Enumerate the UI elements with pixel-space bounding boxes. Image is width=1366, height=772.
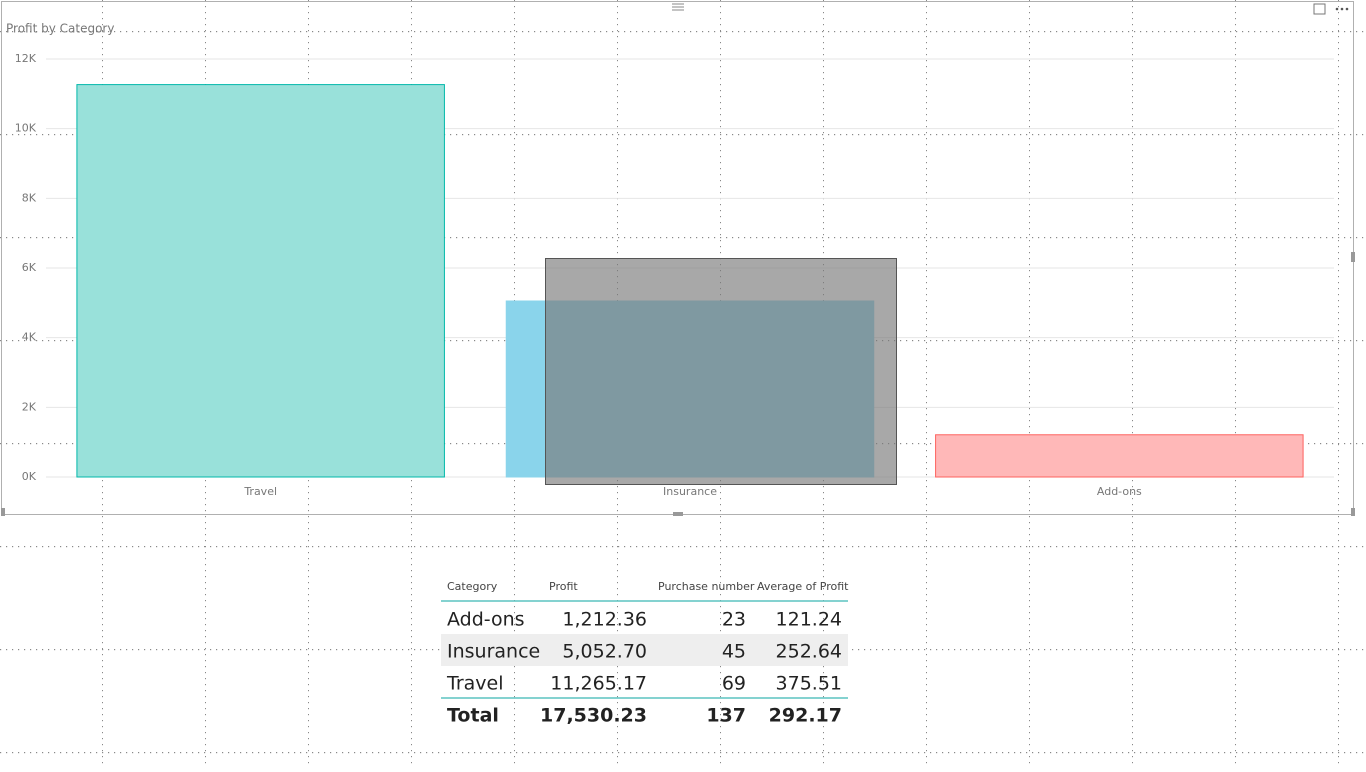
- more-options-icon[interactable]: [1345, 7, 1349, 11]
- column-header: Purchase number: [658, 580, 755, 593]
- table-cell: Travel: [446, 673, 503, 695]
- table-cell: 45: [722, 641, 746, 663]
- table-cell: 121.24: [776, 609, 842, 631]
- table-cell: 1,212.36: [562, 609, 647, 631]
- table-cell: Add-ons: [447, 609, 525, 631]
- table-cell: 11,265.17: [550, 673, 647, 695]
- x-tick-label: Add-ons: [1097, 485, 1142, 498]
- total-cell: 17,530.23: [540, 705, 647, 727]
- bar: [935, 434, 1304, 478]
- y-tick-label: 4K: [22, 331, 37, 344]
- table-cell: 375.51: [776, 673, 842, 695]
- bar: [76, 84, 445, 478]
- resize-handle[interactable]: [1351, 508, 1355, 516]
- column-header: Profit: [549, 580, 578, 593]
- total-cell: 137: [706, 705, 746, 727]
- table-visual: Category Profit Purchase number Average of …: [441, 580, 849, 727]
- y-tick-label: 10K: [15, 122, 37, 135]
- y-tick-label: 0K: [22, 470, 37, 483]
- more-options-icon[interactable]: [1335, 7, 1339, 11]
- resize-handle[interactable]: [673, 512, 683, 516]
- plot-area: 0K 2K 4K 6K 8K 10K 12K Travel Insurance Add-ons: [15, 52, 1334, 498]
- total-cell: Total: [447, 705, 499, 727]
- row-band: [441, 634, 848, 666]
- more-options-icon[interactable]: [1340, 7, 1344, 11]
- y-tick-label: 12K: [15, 52, 37, 65]
- y-tick-label: 2K: [22, 400, 37, 413]
- focus-mode-icon[interactable]: [1313, 3, 1326, 15]
- visual-header: [1, 3, 1355, 516]
- y-tick-label: 8K: [22, 191, 37, 204]
- table-cell: 252.64: [776, 641, 842, 663]
- table-cell: 23: [722, 609, 746, 631]
- x-tick-label: Travel: [243, 485, 277, 498]
- resize-handle[interactable]: [1, 508, 5, 516]
- overlay-shape: [545, 258, 897, 485]
- table-cell: Insurance: [447, 641, 540, 663]
- table-cell: 5,052.70: [562, 641, 647, 663]
- x-tick-label: Insurance: [663, 485, 717, 498]
- y-tick-label: 6K: [22, 261, 37, 274]
- table-cell: 69: [722, 673, 746, 695]
- chart-title: Profit by Category: [6, 22, 114, 36]
- total-cell: 292.17: [769, 705, 842, 727]
- resize-handle[interactable]: [1351, 252, 1355, 262]
- column-header: Category: [447, 580, 498, 593]
- column-header: Average of Profit: [757, 580, 849, 593]
